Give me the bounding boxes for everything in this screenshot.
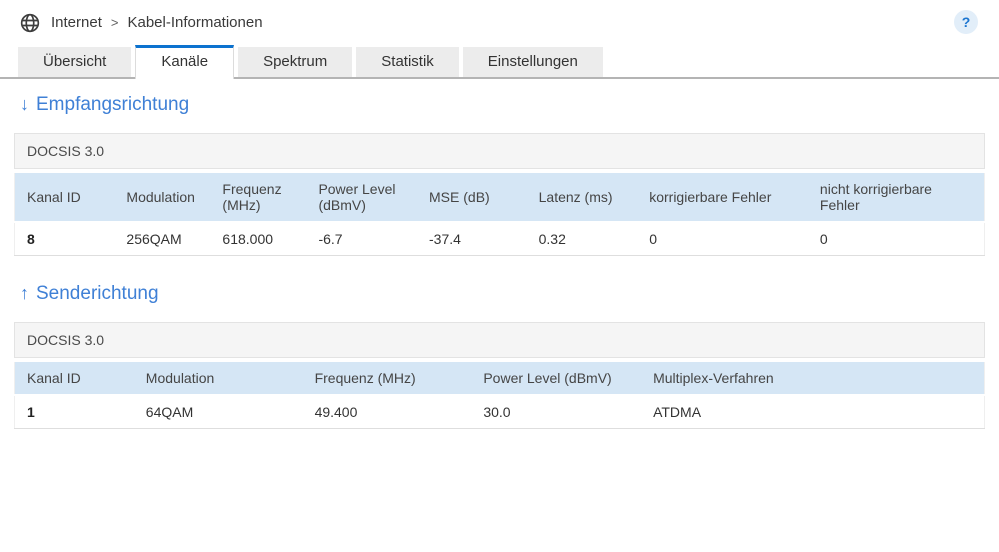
column-header-power-level: Power Level (dBmV) <box>471 362 642 396</box>
downstream-section-title: ↓ Empfangsrichtung <box>20 94 979 116</box>
column-header-nicht-korrigierbare-fehler: nicht korrigierbare Fehler <box>807 173 985 223</box>
arrow-down-icon: ↓ <box>20 94 29 114</box>
upstream-table: DOCSIS 3.0 Kanal ID Modulation Frequenz … <box>14 322 985 429</box>
cell-latenz: 0.32 <box>526 222 638 256</box>
globe-icon <box>20 13 40 32</box>
column-header-modulation: Modulation <box>133 362 303 396</box>
column-header-modulation: Modulation <box>114 173 211 223</box>
help-button[interactable]: ? <box>954 10 978 34</box>
column-header-latenz: Latenz (ms) <box>526 173 638 223</box>
page-content: ↓ Empfangsrichtung DOCSIS 3.0 Kanal ID Mo… <box>0 94 999 429</box>
upstream-docsis-group-label: DOCSIS 3.0 <box>14 322 985 358</box>
cell-mse: -37.4 <box>417 222 527 256</box>
tab-statistik[interactable]: Statistik <box>356 47 459 77</box>
breadcrumb-section-internet[interactable]: Internet <box>51 14 102 31</box>
tab-einstellungen[interactable]: Einstellungen <box>462 47 603 77</box>
cell-kanal-id: 8 <box>14 222 115 256</box>
tab-uebersicht[interactable]: Übersicht <box>18 47 132 77</box>
column-header-kanal-id: Kanal ID <box>14 173 115 223</box>
column-header-korrigierbare-fehler: korrigierbare Fehler <box>637 173 808 223</box>
downstream-title-label: Empfangsrichtung <box>36 94 190 115</box>
tab-spektrum[interactable]: Spektrum <box>238 47 353 77</box>
breadcrumb-bar: Internet > Kabel-Informationen ? <box>0 0 999 45</box>
tab-bar: Übersicht Kanäle Spektrum Statistik Eins… <box>0 45 999 79</box>
cell-kanal-id: 1 <box>14 395 134 429</box>
tab-kanaele[interactable]: Kanäle <box>135 45 235 79</box>
cell-korrigierbare-fehler: 0 <box>637 222 808 256</box>
breadcrumb-separator: > <box>110 15 119 30</box>
downstream-docsis-group-label: DOCSIS 3.0 <box>14 133 985 169</box>
cell-modulation: 256QAM <box>114 222 211 256</box>
upstream-title-label: Senderichtung <box>36 283 159 304</box>
breadcrumb-current-page: Kabel-Informationen <box>127 14 263 31</box>
cell-modulation: 64QAM <box>133 395 303 429</box>
cell-frequenz: 618.000 <box>210 222 307 256</box>
cell-frequenz: 49.400 <box>302 395 472 429</box>
column-header-kanal-id: Kanal ID <box>14 362 134 396</box>
column-header-frequenz: Frequenz (MHz) <box>210 173 307 223</box>
column-header-power-level: Power Level (dBmV) <box>306 173 418 223</box>
column-header-mse: MSE (dB) <box>417 173 527 223</box>
cell-nicht-korrigierbare-fehler: 0 <box>807 222 985 256</box>
arrow-up-icon: ↑ <box>20 283 29 303</box>
downstream-header-row: Kanal ID Modulation Frequenz (MHz) Power… <box>14 173 985 223</box>
cell-power-level: 30.0 <box>471 395 642 429</box>
cell-power-level: -6.7 <box>306 222 418 256</box>
column-header-multiplex-verfahren: Multiplex-Verfahren <box>641 362 985 396</box>
column-header-frequenz: Frequenz (MHz) <box>302 362 472 396</box>
upstream-channel-row: 1 64QAM 49.400 30.0 ATDMA <box>14 395 985 429</box>
downstream-table: DOCSIS 3.0 Kanal ID Modulation Frequenz … <box>14 133 985 256</box>
downstream-channel-row: 8 256QAM 618.000 -6.7 -37.4 0.32 0 0 <box>14 222 985 256</box>
upstream-section-title: ↑ Senderichtung <box>20 283 979 305</box>
cell-multiplex-verfahren: ATDMA <box>641 395 985 429</box>
upstream-header-row: Kanal ID Modulation Frequenz (MHz) Power… <box>14 362 985 396</box>
